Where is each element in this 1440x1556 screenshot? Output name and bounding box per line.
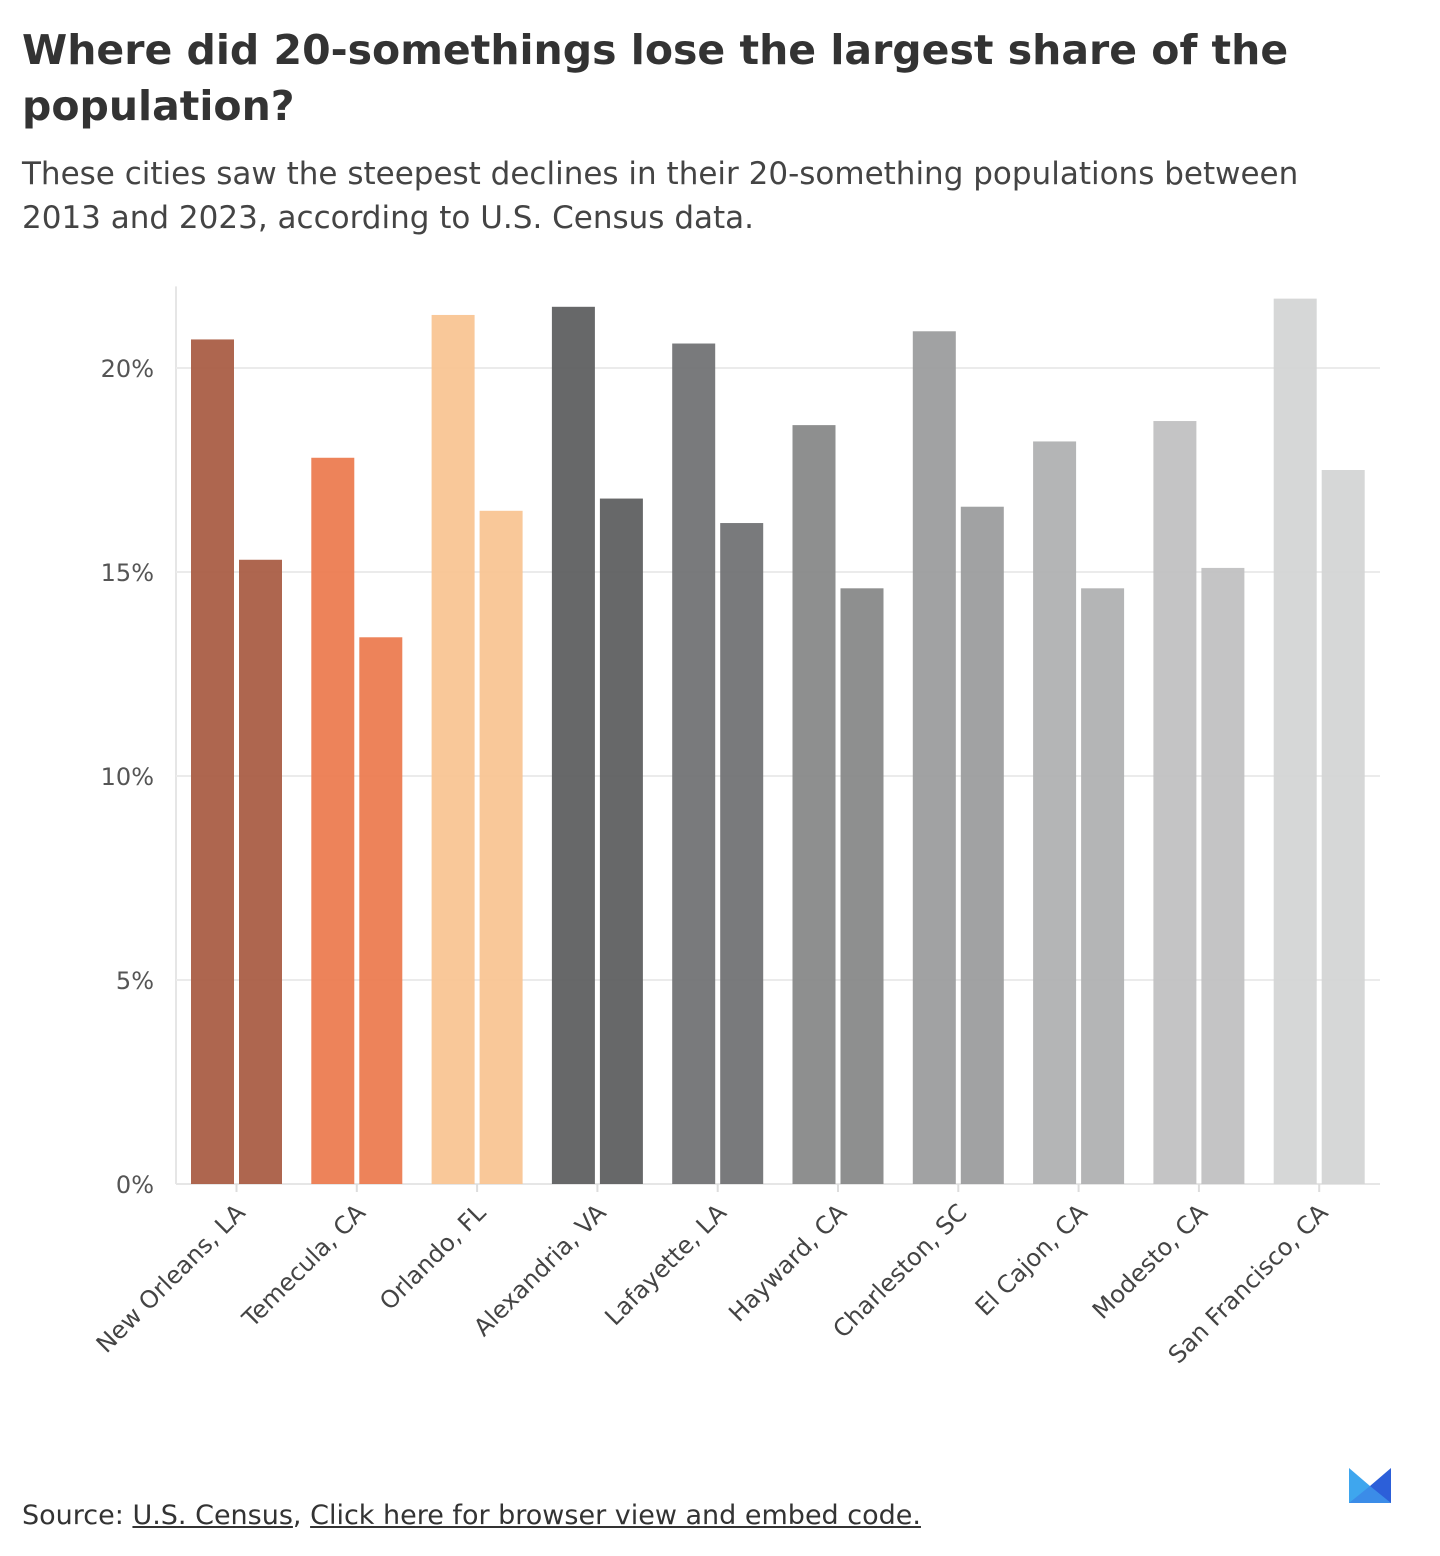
y-tick-label: 10%: [101, 763, 154, 791]
bar: [840, 588, 884, 1184]
y-tick-label: 15%: [101, 559, 154, 587]
source-label: Source:: [22, 1500, 124, 1531]
bar: [311, 457, 355, 1184]
x-tick-label: Hayward, CA: [723, 1198, 852, 1327]
y-tick-label: 0%: [116, 1171, 154, 1199]
census-link[interactable]: U.S. Census: [132, 1500, 293, 1531]
embed-link[interactable]: Click here for browser view and embed co…: [310, 1500, 921, 1531]
x-tick-label: Temecula, CA: [236, 1198, 371, 1333]
bar: [359, 637, 403, 1184]
chart-subtitle: These cities saw the steepest declines i…: [22, 156, 1299, 236]
x-tick-label: El Cajon, CA: [970, 1198, 1093, 1321]
bar: [1081, 588, 1125, 1184]
y-tick-label: 20%: [101, 355, 154, 383]
y-tick-label: 5%: [116, 967, 154, 995]
x-tick-label: Lafayette, LA: [599, 1198, 732, 1331]
x-tick-label: Orlando, FL: [374, 1198, 492, 1316]
source-line: Source: U.S. Census, Click here for brow…: [22, 1500, 921, 1531]
bar: [912, 331, 956, 1184]
bar: [239, 559, 282, 1184]
bar: [599, 498, 643, 1184]
bar: [1201, 567, 1245, 1184]
bar: [1033, 441, 1077, 1184]
bar: [551, 306, 595, 1184]
bar: [431, 314, 475, 1185]
bar: [672, 343, 716, 1184]
logo-icon: [1349, 1468, 1391, 1503]
bar: [960, 506, 1004, 1185]
bar: [479, 510, 523, 1184]
bar: [792, 425, 836, 1184]
bar: [191, 339, 234, 1184]
x-tick-label: Modesto, CA: [1087, 1198, 1214, 1325]
chart-title: Where did 20-somethings lose the largest…: [22, 26, 1289, 130]
bar: [1321, 470, 1365, 1184]
x-tick-label: New Orleans, LA: [91, 1198, 251, 1358]
bar: [720, 523, 764, 1184]
bar: [1273, 298, 1317, 1184]
bar: [1153, 421, 1197, 1184]
